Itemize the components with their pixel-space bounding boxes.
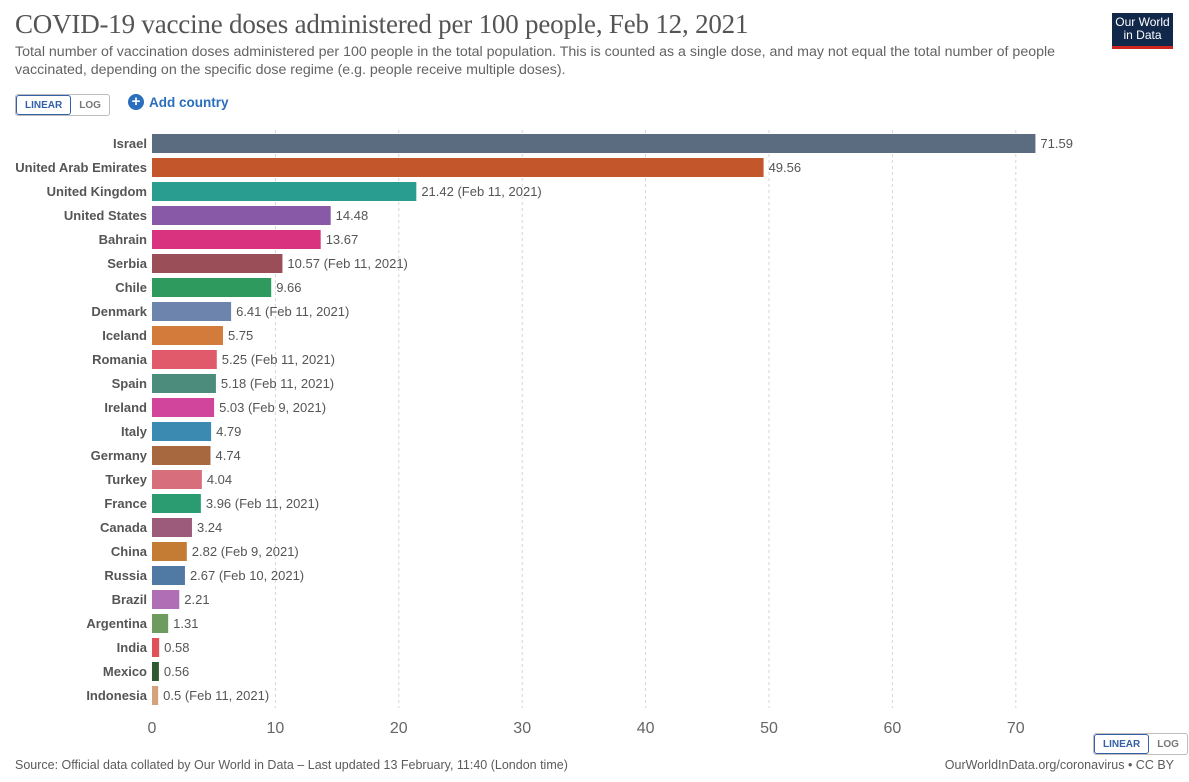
bar — [152, 470, 202, 489]
category-label: Turkey — [105, 472, 147, 487]
value-label: 0.56 — [164, 664, 189, 679]
category-label: Brazil — [112, 592, 147, 607]
x-tick-label: 20 — [390, 720, 408, 737]
bar — [152, 566, 185, 585]
category-label: Iceland — [102, 328, 147, 343]
chart-title: COVID-19 vaccine doses administered per … — [15, 9, 749, 39]
value-label: 14.48 — [336, 208, 369, 223]
value-label: 21.42 (Feb 11, 2021) — [421, 184, 541, 199]
category-label: Romania — [92, 352, 148, 367]
source-note: Source: Official data collated by Our Wo… — [15, 758, 568, 772]
bar — [152, 518, 192, 537]
value-label: 10.57 (Feb 11, 2021) — [287, 256, 407, 271]
value-label: 3.96 (Feb 11, 2021) — [206, 496, 319, 511]
value-label: 5.75 — [228, 328, 253, 343]
value-label: 9.66 — [276, 280, 301, 295]
bar — [152, 590, 180, 609]
value-label: 4.74 — [215, 448, 240, 463]
value-label: 1.31 — [173, 616, 198, 631]
bar — [152, 494, 201, 513]
category-label: France — [104, 496, 147, 511]
category-label: China — [111, 544, 148, 559]
x-tick-label: 50 — [760, 720, 778, 737]
bar — [152, 278, 272, 297]
owid-logo[interactable]: Our World in Data — [1112, 13, 1173, 49]
chart-subtitle: Total number of vaccination doses admini… — [15, 44, 1056, 78]
value-label: 2.82 (Feb 9, 2021) — [192, 544, 299, 559]
logo-line-1: Our World — [1115, 15, 1170, 29]
bar — [152, 230, 321, 249]
category-label: Mexico — [103, 664, 147, 679]
x-tick-label: 0 — [148, 720, 157, 737]
bar — [152, 134, 1036, 153]
x-tick-label: 40 — [637, 720, 655, 737]
x-tick-label: 70 — [1007, 720, 1025, 737]
log-scale-button[interactable]: LOG — [79, 99, 101, 111]
category-label: Italy — [121, 424, 148, 439]
value-label: 4.79 — [216, 424, 241, 439]
value-label: 3.24 — [197, 520, 222, 535]
plus-icon: + — [128, 94, 144, 110]
category-label: Denmark — [91, 304, 147, 319]
category-label: Germany — [91, 448, 148, 463]
value-label: 0.58 — [164, 640, 189, 655]
category-label: United Arab Emirates — [15, 160, 147, 175]
bar — [152, 326, 223, 345]
bar — [152, 686, 159, 705]
bar — [152, 182, 417, 201]
x-tick-label: 30 — [513, 720, 531, 737]
log-scale-button-bottom[interactable]: LOG — [1157, 738, 1179, 750]
x-tick-label: 10 — [267, 720, 285, 737]
category-label: Russia — [104, 568, 147, 583]
category-label: United Kingdom — [47, 184, 147, 199]
category-label: India — [117, 640, 148, 655]
bar — [152, 422, 212, 441]
bar — [152, 662, 159, 681]
linear-scale-button-bottom[interactable]: LINEAR — [1094, 734, 1150, 754]
value-label: 4.04 — [207, 472, 232, 487]
category-label: Argentina — [86, 616, 147, 631]
source-url[interactable]: OurWorldInData.org/coronavirus • CC BY — [944, 758, 1174, 772]
x-tick-label: 60 — [884, 720, 902, 737]
category-label: Bahrain — [99, 232, 147, 247]
linear-scale-button[interactable]: LINEAR — [16, 95, 72, 115]
bar — [152, 542, 187, 561]
bar — [152, 206, 331, 225]
bar — [152, 158, 764, 177]
bar — [152, 254, 283, 273]
category-label: Ireland — [104, 400, 147, 415]
value-label: 71.59 — [1040, 136, 1073, 151]
bar — [152, 350, 217, 369]
value-label: 6.41 (Feb 11, 2021) — [236, 304, 349, 319]
scale-toggle-bottom: LINEAR LOG — [1093, 733, 1188, 755]
bar — [152, 614, 169, 633]
category-label: Serbia — [107, 256, 148, 271]
bar — [152, 398, 215, 417]
value-label: 2.67 (Feb 10, 2021) — [190, 568, 304, 583]
value-label: 5.25 (Feb 11, 2021) — [222, 352, 335, 367]
value-label: 49.56 — [769, 160, 802, 175]
logo-line-2: in Data — [1123, 28, 1162, 42]
category-label: Spain — [112, 376, 147, 391]
bar — [152, 638, 160, 657]
value-label: 13.67 — [326, 232, 359, 247]
category-label: United States — [64, 208, 147, 223]
value-label: 5.18 (Feb 11, 2021) — [221, 376, 334, 391]
category-label: Canada — [100, 520, 148, 535]
scale-toggle-top: LINEAR LOG — [15, 94, 110, 116]
bar — [152, 446, 211, 465]
category-label: Israel — [113, 136, 147, 151]
category-label: Indonesia — [86, 688, 147, 703]
bar — [152, 302, 232, 321]
add-country-label: Add country — [149, 94, 229, 110]
add-country-button[interactable]: + Add country — [128, 94, 229, 110]
value-label: 2.21 — [184, 592, 209, 607]
bar — [152, 374, 216, 393]
value-label: 0.5 (Feb 11, 2021) — [163, 688, 269, 703]
value-label: 5.03 (Feb 9, 2021) — [219, 400, 326, 415]
category-label: Chile — [115, 280, 147, 295]
